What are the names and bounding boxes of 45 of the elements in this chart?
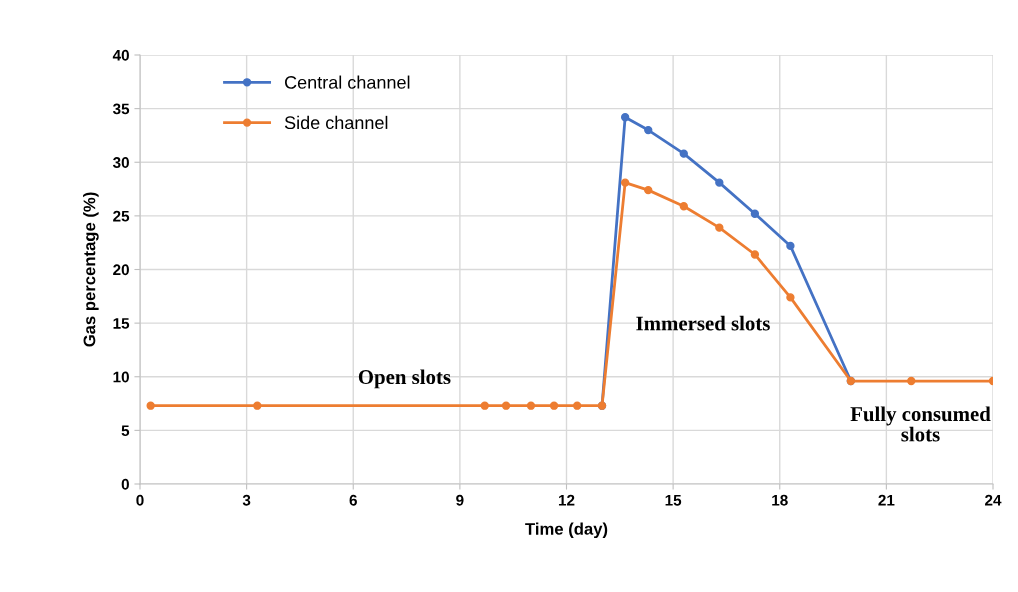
point (480, 401, 489, 410)
x-tick-label: 12 (558, 494, 575, 506)
y-tick-label: 35 (112, 103, 130, 115)
point (750, 250, 760, 259)
point (620, 113, 630, 122)
y-tick-label: 20 (113, 264, 129, 276)
point (679, 202, 688, 211)
annotation: Immersed slots (636, 315, 770, 331)
point (679, 149, 688, 158)
y-tick-label: 30 (112, 157, 129, 168)
y-tick-label: 0 (121, 478, 129, 490)
x-tick-label: 15 (665, 494, 682, 506)
point (644, 185, 653, 195)
x-axis-title: Time (day) (525, 522, 608, 539)
point (620, 178, 630, 187)
y-tick-label: 25 (113, 210, 130, 222)
point (572, 401, 582, 410)
point (750, 209, 760, 218)
point (501, 401, 511, 410)
y-axis-title: Gas percentage (%) (83, 192, 99, 347)
point (549, 401, 559, 410)
point (786, 293, 795, 302)
x-tick-label: 9 (456, 494, 464, 506)
point (715, 178, 724, 187)
x-tick-label: 3 (242, 494, 251, 506)
point (526, 401, 536, 410)
annotation: Open slots (358, 369, 451, 389)
y-tick-label: 5 (121, 425, 130, 437)
point (644, 125, 653, 135)
x-tick-label: 18 (772, 494, 788, 506)
point (715, 223, 724, 232)
y-tick-label: 10 (113, 371, 129, 383)
y-tick-label: 40 (112, 49, 129, 61)
x-tick-label: 0 (136, 494, 144, 506)
legend-label: Central channel (284, 75, 410, 89)
x-tick-label: 6 (349, 494, 357, 506)
point (146, 401, 155, 410)
x-tick-label: 24 (985, 494, 1002, 506)
point (253, 401, 262, 410)
x-tick-label: 21 (878, 494, 895, 506)
y-tick-label: 15 (113, 318, 130, 329)
legend-label: Side channel (284, 115, 388, 130)
point (907, 376, 916, 386)
point (786, 241, 795, 251)
annotation: Fully consumed slots (850, 406, 991, 442)
